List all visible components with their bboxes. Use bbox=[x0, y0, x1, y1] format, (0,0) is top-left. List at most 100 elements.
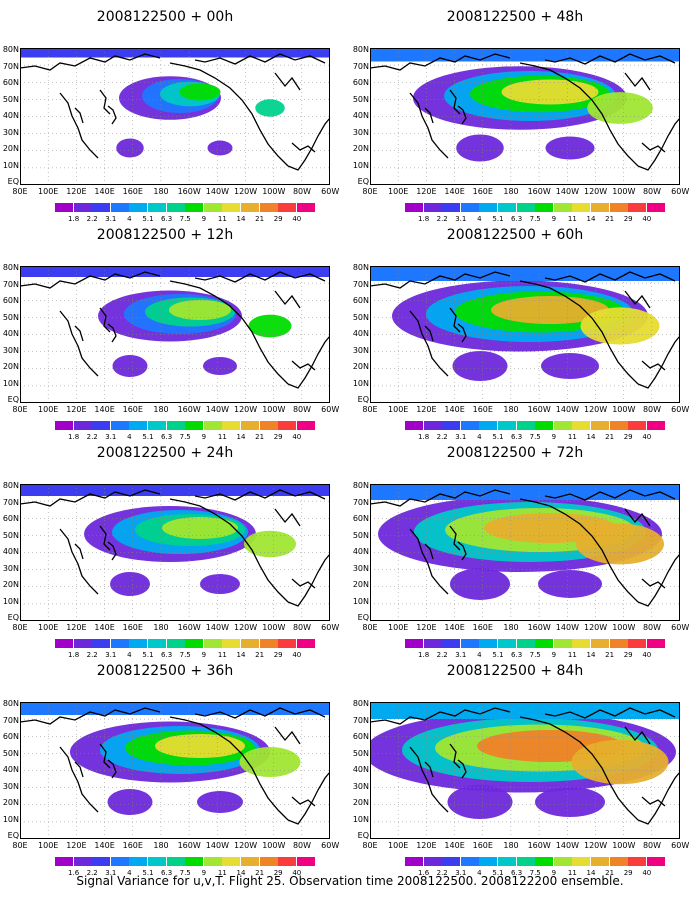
colorbar-swatch bbox=[609, 857, 628, 866]
coastline bbox=[449, 307, 461, 333]
variance-contour bbox=[501, 79, 599, 105]
colorbar-label: 2.2 bbox=[436, 215, 448, 223]
variance-contour bbox=[116, 138, 144, 158]
variance-contour bbox=[20, 266, 330, 277]
lat-tick-label: 70N bbox=[352, 279, 369, 289]
colorbar-swatch bbox=[646, 203, 665, 212]
colorbar-label: 7.5 bbox=[529, 433, 541, 441]
colorbar-label: 5.1 bbox=[142, 433, 154, 441]
lat-tick-label: 80N bbox=[2, 481, 19, 490]
lon-tick-label: 160W bbox=[177, 623, 201, 632]
lon-tick-label: 120E bbox=[416, 841, 437, 850]
coastline bbox=[99, 89, 111, 115]
lon-tick-label: 140E bbox=[444, 841, 465, 850]
lon-tick-label: 100W bbox=[612, 841, 636, 850]
colorbar-label: 9 bbox=[551, 433, 557, 441]
lon-tick-label: 160E bbox=[122, 187, 143, 196]
colorbar-label: 2.2 bbox=[86, 215, 98, 223]
colorbar-swatch bbox=[73, 857, 92, 866]
variance-contour bbox=[239, 747, 301, 777]
colorbar-swatch bbox=[405, 857, 423, 866]
colorbar-label: 4 bbox=[127, 651, 132, 659]
coastline bbox=[424, 107, 434, 124]
lat-tick-label: EQ bbox=[357, 395, 369, 404]
lat-tick-label: 80N bbox=[352, 45, 369, 54]
colorbar-label: 6.3 bbox=[511, 215, 523, 223]
variance-contour bbox=[452, 351, 508, 381]
coastline bbox=[287, 335, 330, 389]
colorbar-swatch bbox=[148, 639, 166, 648]
variance-contour bbox=[576, 523, 664, 565]
variance-contour bbox=[112, 355, 148, 377]
lat-tick-label: 50N bbox=[352, 94, 369, 104]
colorbar-label: 5.1 bbox=[142, 651, 154, 659]
lat-tick-label: 10N bbox=[2, 596, 19, 606]
colorbar-label: 11 bbox=[567, 651, 577, 659]
variance-contour bbox=[491, 296, 609, 324]
colorbar-swatch bbox=[55, 639, 73, 648]
lon-tick-label: 140W bbox=[555, 841, 579, 850]
colorbar-swatch bbox=[148, 421, 166, 430]
colorbar-label: 1.8 bbox=[68, 433, 80, 441]
colorbar-label: 14 bbox=[586, 651, 596, 659]
variance-map bbox=[370, 48, 680, 185]
lon-tick-label: 120E bbox=[66, 405, 87, 414]
lat-tick-label: 40N bbox=[352, 111, 369, 120]
colorbar-swatch bbox=[442, 203, 461, 212]
lon-tick-label: 160W bbox=[527, 623, 551, 632]
colorbar-label: 40 bbox=[292, 869, 302, 877]
colorbar-swatch bbox=[460, 857, 479, 866]
colorbar-label: 6.3 bbox=[161, 433, 173, 441]
colorbar-label: 5.1 bbox=[142, 215, 154, 223]
coastline bbox=[194, 271, 326, 283]
lon-tick-label: 80E bbox=[362, 187, 378, 196]
colorbar-swatch bbox=[405, 203, 423, 212]
colorbar-label: 40 bbox=[642, 651, 652, 659]
colorbar-label: 2.2 bbox=[436, 651, 448, 659]
colorbar-swatch bbox=[553, 203, 572, 212]
colorbar-label: 7.5 bbox=[179, 651, 191, 659]
colorbar-label: 14 bbox=[586, 869, 596, 877]
lon-tick-label: 80E bbox=[12, 623, 28, 632]
map-canvas bbox=[20, 484, 330, 621]
variance-contour bbox=[200, 574, 240, 594]
colorbar-label: 3.1 bbox=[105, 433, 117, 441]
lat-tick-label: 80N bbox=[2, 45, 19, 54]
colorbar-label: 14 bbox=[236, 433, 246, 441]
lon-tick-label: 80W bbox=[642, 187, 662, 196]
lat-tick-label: 80N bbox=[352, 699, 369, 708]
coastline bbox=[99, 525, 111, 551]
lon-tick-label: 80E bbox=[12, 187, 28, 196]
colorbar-label: 7.5 bbox=[529, 869, 541, 877]
colorbar-label: 7.5 bbox=[179, 869, 191, 877]
coastline bbox=[274, 726, 301, 745]
colorbar-swatch bbox=[110, 203, 129, 212]
lon-tick-label: 140E bbox=[94, 841, 115, 850]
colorbar-swatch bbox=[110, 639, 129, 648]
map-canvas bbox=[370, 484, 680, 621]
colorbar-swatch bbox=[241, 421, 259, 430]
variance-contour bbox=[110, 572, 150, 596]
variance-map bbox=[20, 702, 330, 839]
lon-tick-label: 120W bbox=[234, 405, 258, 414]
coastline bbox=[424, 761, 434, 778]
coastline bbox=[59, 528, 99, 595]
colorbar-label: 21 bbox=[255, 869, 265, 877]
colorbar-swatch bbox=[92, 857, 111, 866]
lon-tick-label: 140W bbox=[555, 187, 579, 196]
lat-tick-label: 10N bbox=[2, 814, 19, 824]
lat-tick-label: 70N bbox=[352, 715, 369, 725]
lon-tick-label: 160W bbox=[527, 841, 551, 850]
colorbar-swatch bbox=[241, 203, 259, 212]
map-panel: 2008122500 + 60h 80N 70N 60N 50N 40N 30N 20N 10N… bbox=[350, 226, 689, 441]
colorbar-swatch bbox=[628, 857, 647, 866]
colorbar-label: 4 bbox=[127, 869, 132, 877]
colorbar-swatch bbox=[479, 639, 498, 648]
lon-tick-label: 180 bbox=[153, 841, 169, 850]
map-panel: 2008122500 + 36h 80N 70N 60N 50N 40N 30N 20N 10N… bbox=[0, 662, 339, 877]
colorbar-swatch bbox=[460, 639, 479, 648]
colorbar-swatch bbox=[259, 421, 278, 430]
colorbar-swatch bbox=[241, 857, 259, 866]
colorbar-swatch bbox=[572, 639, 591, 648]
colorbar-label: 40 bbox=[642, 215, 652, 223]
